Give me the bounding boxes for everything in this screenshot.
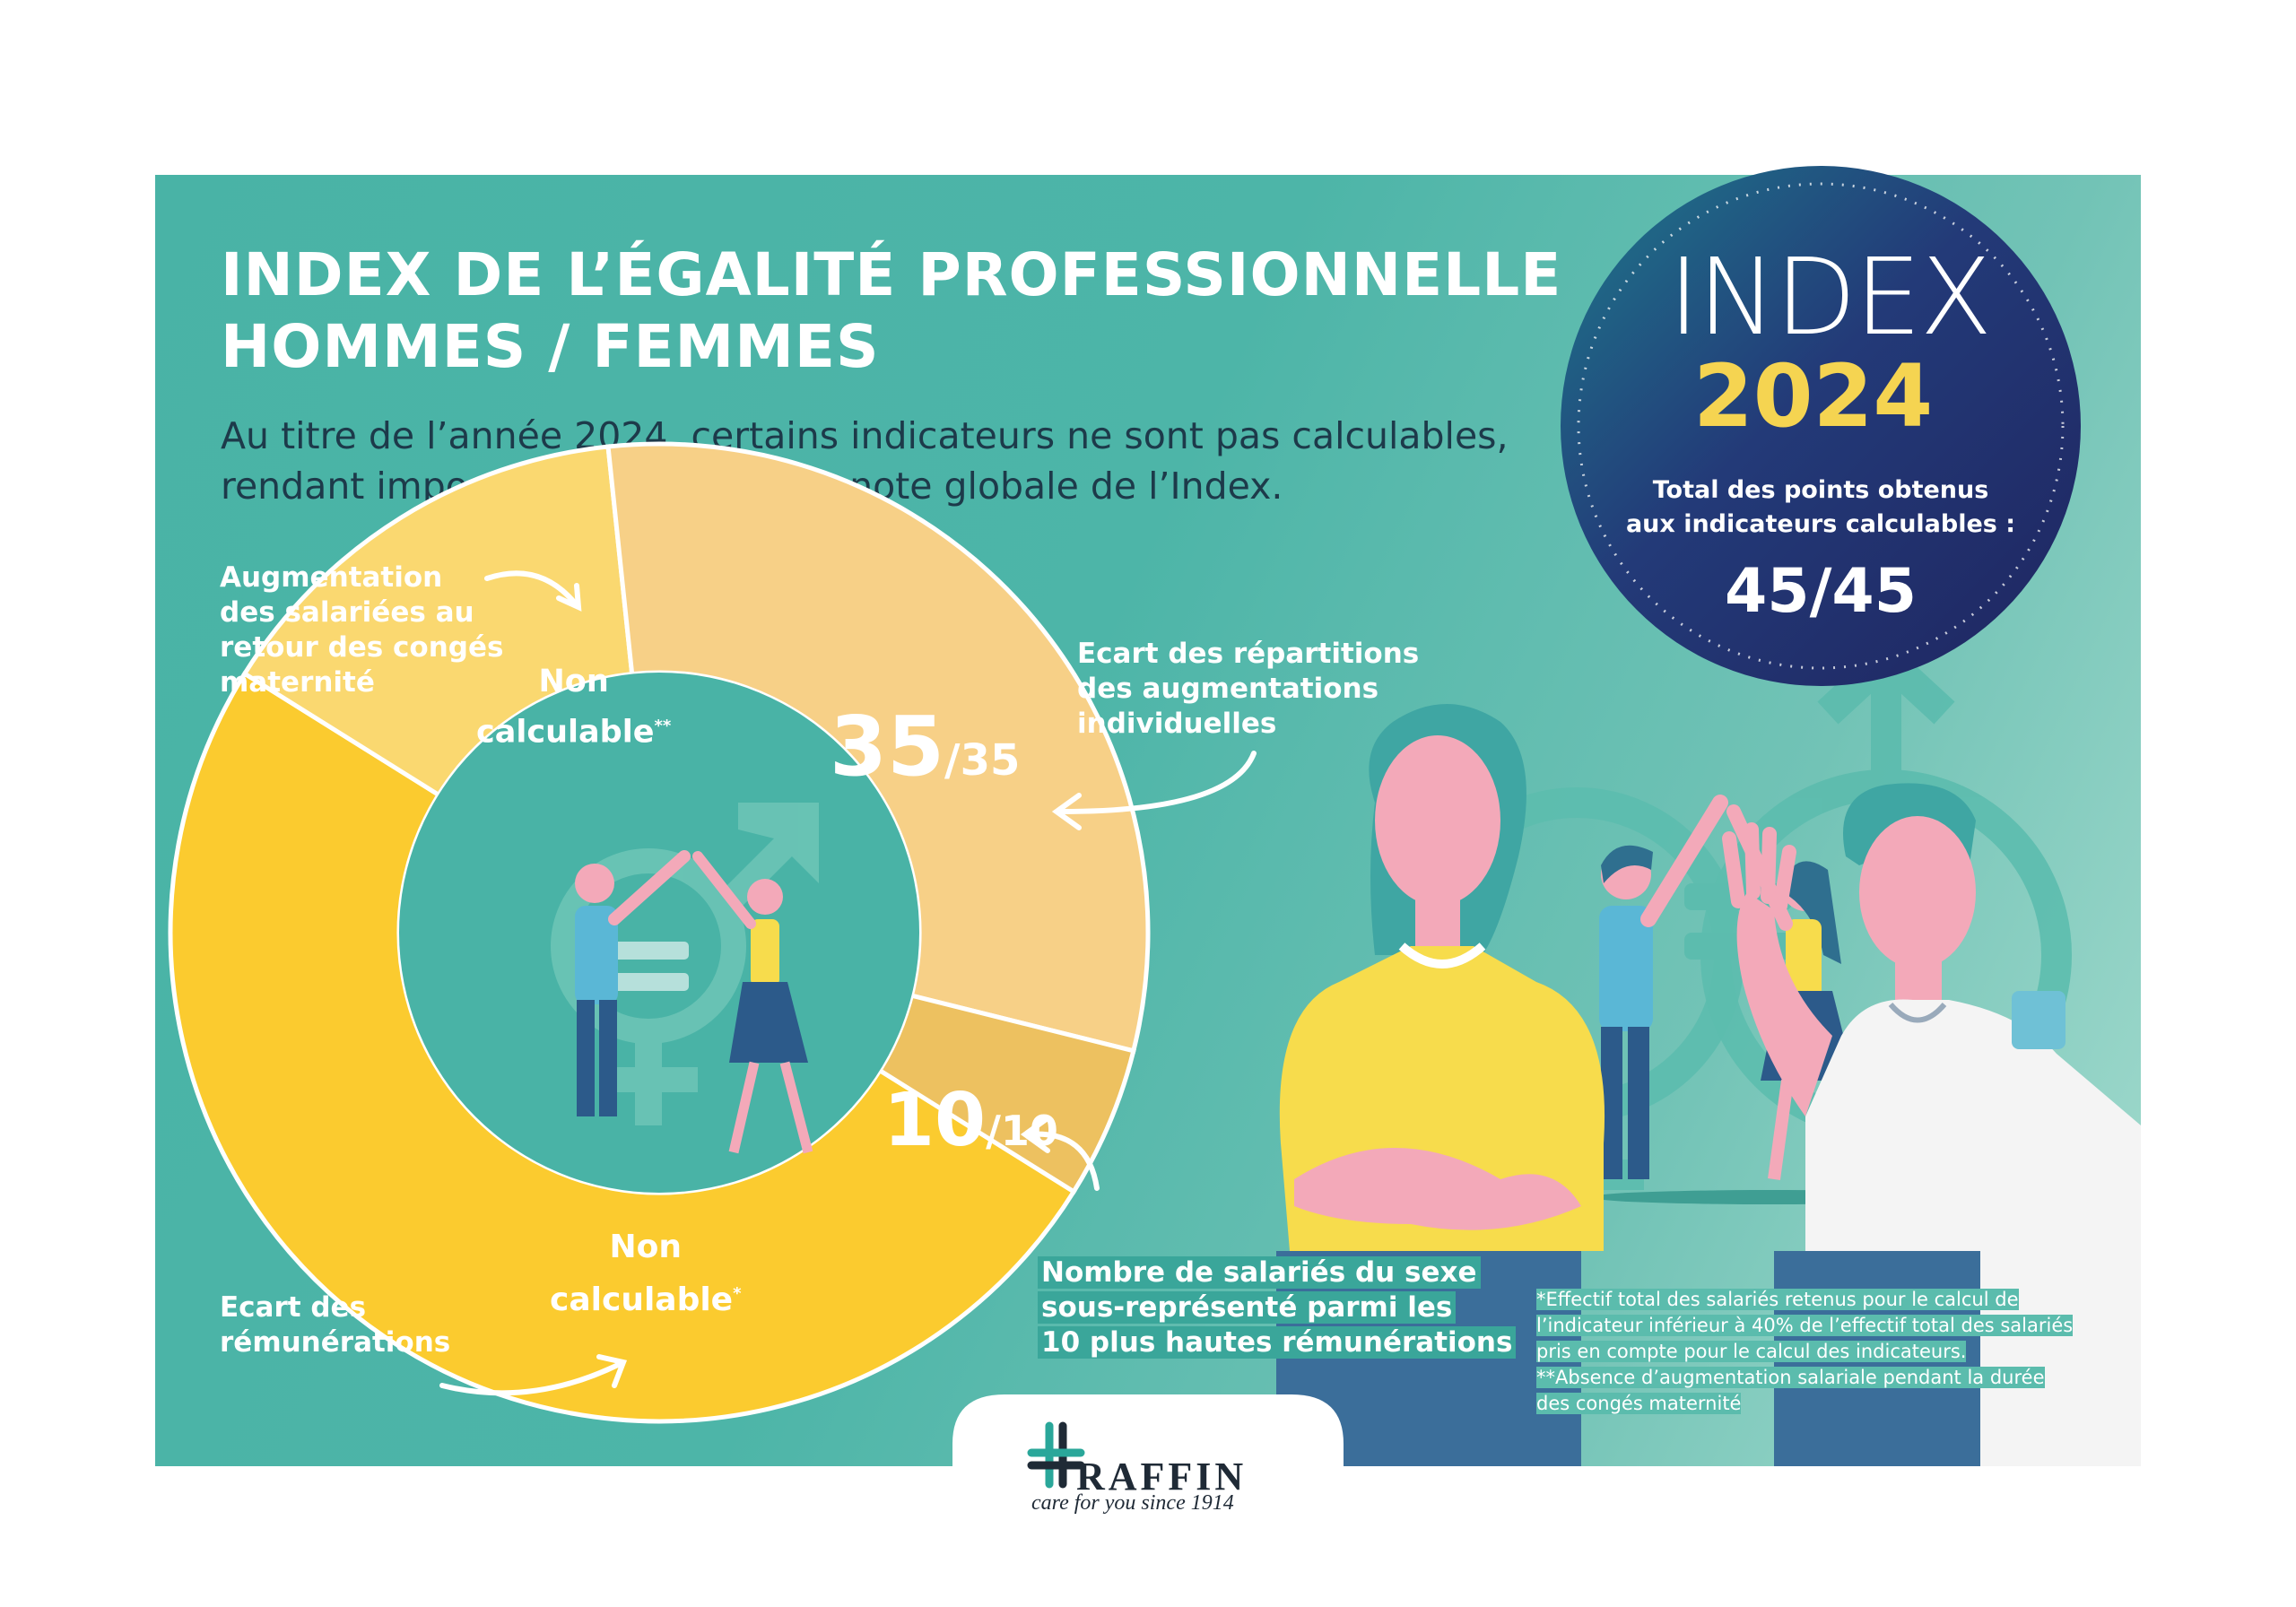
logo-name: RAFFIN [1076,1455,1248,1498]
arrow-icon [439,1360,624,1396]
title-line-1: INDEX DE L’ÉGALITÉ PROFESSIONNELLE [221,240,1562,309]
badge-year: 2024 [1693,346,1934,447]
label-line: retour des congés [220,631,504,664]
title-line-2: HOMMES / FEMMES [221,312,880,381]
pointer-arrows [439,570,1257,1396]
label-non-calculable-bottom: Non calculable* [550,1224,742,1324]
label-augmentation: Augmentation des salariées au retour des… [220,560,503,700]
badge-circle [1561,166,2081,686]
score-10: 10/10 [883,1084,1058,1158]
badge-total-line: Total des points obtenus [1652,476,1989,504]
label-line: des augmentations [1077,673,1379,705]
label-non-calculable-top: Non calculable** [476,659,671,755]
footnote-line: **Absence d’augmentation salariale penda… [1536,1367,2045,1388]
badge-index-word: INDEX [1668,235,1992,359]
label-line: 10 plus hautes rémunérations [1038,1326,1517,1359]
label-line: des salariées au [220,596,474,629]
score-35: 35/35 [830,706,1021,788]
label-line: Ecart des répartitions [1077,638,1420,670]
arrow-icon [1027,1131,1100,1191]
badge-total-label: Total des points obtenus aux indicateurs… [1623,473,2018,542]
footnotes: *Effectif total des salariés retenus pou… [1536,1287,2141,1417]
footnote-line: *Effectif total des salariés retenus pou… [1536,1289,2019,1310]
score-value: 35 [830,699,945,795]
label-line: Ecart des [220,1291,367,1324]
badge-dotted-ring [1577,182,2065,670]
label-line: calculable [550,1281,734,1318]
score-value: 10 [883,1078,987,1163]
arrow-icon [484,570,579,608]
score-max: /10 [986,1107,1058,1155]
label-line: Non [609,1229,683,1265]
label-line: Non [538,664,609,699]
label-line: individuelles [1077,708,1277,740]
label-line: rémunérations [220,1326,451,1359]
label-ecart-remunerations: Ecart des rémunérations [220,1290,450,1360]
score-max: /35 [944,735,1021,786]
page-title: INDEX DE L’ÉGALITÉ PROFESSIONNELLE HOMME… [221,239,1561,383]
inner-couple-illustration [551,803,819,1154]
label-line: sous-représenté parmi les [1038,1291,1457,1324]
label-line: calculable [476,714,655,751]
raffin-cross-icon [1027,1421,1085,1489]
label-line: Augmentation [220,561,443,594]
subtitle: Au titre de l’année 2024, certains indic… [221,411,1509,511]
footnote-mark: ** [654,717,672,735]
label-nombre-salaries: Nombre de salariés du sexe sous-représen… [1038,1255,1517,1360]
footnote-line: l’indicateur inférieur à 40% de l’effect… [1536,1315,2074,1336]
subtitle-line-1: Au titre de l’année 2024, certains indic… [221,414,1509,457]
arrow-icon [1058,751,1257,814]
inner-male-arrow-icon [711,803,819,919]
footnote-line: des congés maternité [1536,1393,1742,1414]
footnote-mark: * [733,1284,742,1303]
badge-score: 45/45 [1724,556,1918,627]
label-line: maternité [220,666,375,699]
label-line: Nombre de salariés du sexe [1038,1256,1481,1289]
badge-total-line: aux indicateurs calculables : [1625,510,2016,538]
label-ecart-repartitions: Ecart des répartitions des augmentations… [1077,637,1419,742]
logo-tagline: care for you since 1914 [1031,1491,1234,1515]
footnote-line: pris en compte pour le calcul des indica… [1536,1341,1967,1362]
